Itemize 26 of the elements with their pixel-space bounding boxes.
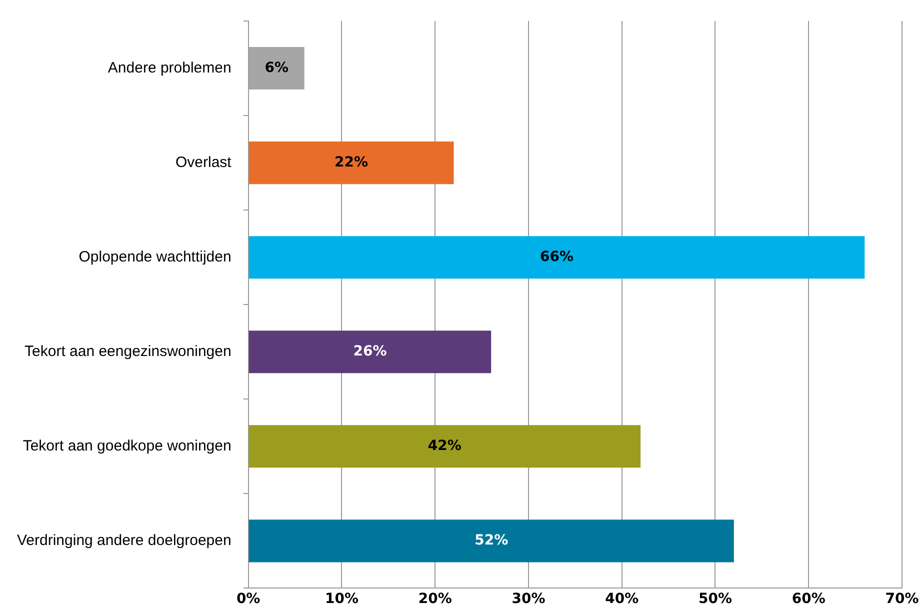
bar bbox=[248, 330, 492, 374]
y-tick-label: Andere problemen bbox=[108, 59, 232, 76]
data-label: 66% bbox=[540, 248, 574, 265]
x-tick-label: 40% bbox=[605, 591, 639, 608]
bar bbox=[248, 236, 865, 279]
bar bbox=[248, 46, 304, 90]
bar bbox=[248, 142, 454, 184]
bar bbox=[248, 425, 641, 468]
x-tick-label: 10% bbox=[324, 591, 358, 608]
y-tick-label: Oplopende wachttijden bbox=[78, 248, 232, 266]
y-tick-label: Overlast bbox=[175, 154, 232, 171]
y-tick-label: Tekort aan goedkope woningen bbox=[22, 438, 232, 455]
y-tick-label: Tekort aan eengezinswoningen bbox=[24, 343, 232, 360]
data-label: 6% bbox=[264, 60, 288, 76]
x-tick-label: 50% bbox=[698, 591, 732, 608]
y-tick-label: Verdringing andere doelgroepen bbox=[16, 532, 232, 550]
x-tick-label: 70% bbox=[885, 591, 919, 608]
data-label: 42% bbox=[428, 438, 462, 454]
data-label: 22% bbox=[334, 154, 368, 170]
x-tick-label: 20% bbox=[418, 591, 452, 608]
x-tick-label: 0% bbox=[236, 591, 260, 608]
data-label: 52% bbox=[474, 532, 508, 549]
data-label: 26% bbox=[353, 344, 387, 360]
x-tick-label: 30% bbox=[512, 591, 546, 608]
bar bbox=[248, 520, 734, 562]
x-tick-label: 60% bbox=[792, 591, 826, 608]
